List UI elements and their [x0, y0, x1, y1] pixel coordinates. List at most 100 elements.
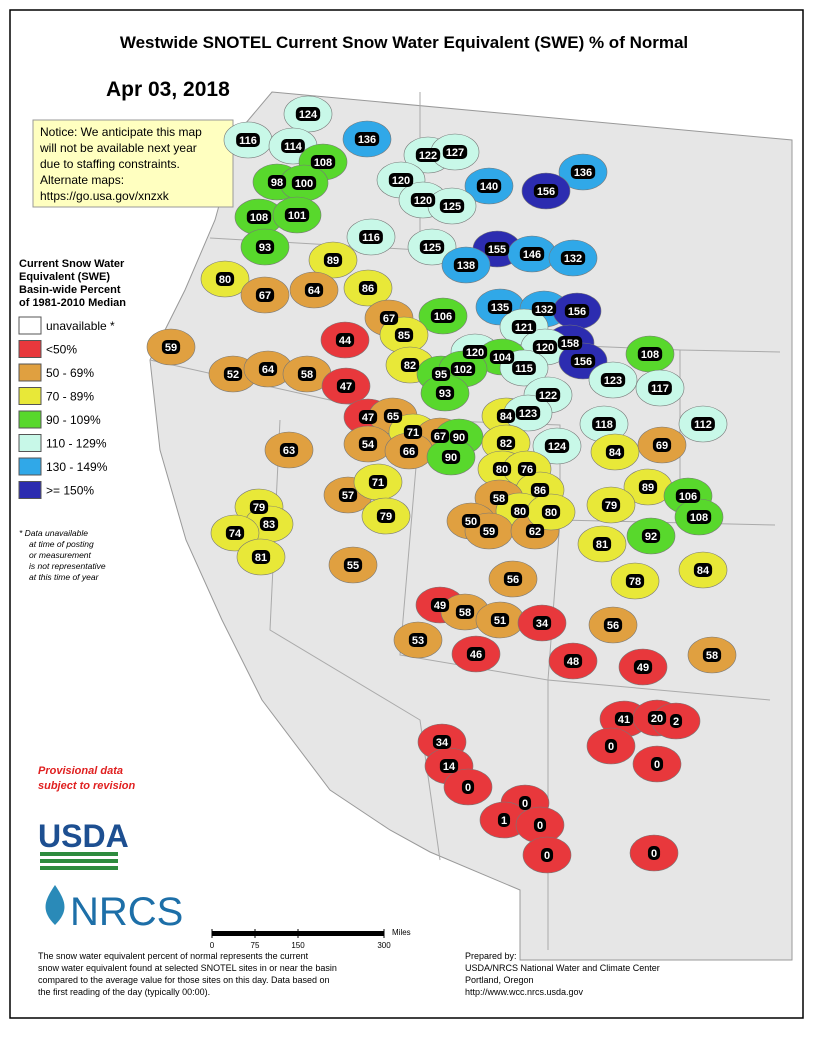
basin-value: 108: [641, 349, 659, 361]
basin-value: 55: [347, 560, 359, 572]
scale-label: 300: [377, 941, 391, 950]
label-bg: [435, 386, 455, 400]
label-bg: [492, 462, 512, 476]
label-bg: [379, 311, 399, 325]
notice-line: https://go.usa.gov/xnzxk: [40, 189, 170, 203]
label-bg: [394, 328, 414, 342]
credits: Prepared by:: [465, 951, 517, 961]
label-bg: [430, 598, 450, 612]
label-bg: [570, 354, 596, 368]
label-bg: [343, 558, 363, 572]
basin-value: 81: [596, 539, 608, 551]
legend-label: 70 - 89%: [46, 390, 94, 404]
basin-value: 49: [637, 662, 649, 674]
date: Apr 03, 2018: [106, 78, 230, 101]
scale-label: 150: [291, 941, 305, 950]
basin-value: 80: [496, 464, 508, 476]
basin-value: 100: [295, 178, 313, 190]
basin-value: 122: [419, 150, 437, 162]
label-bg: [281, 139, 305, 153]
label-bg: [517, 462, 537, 476]
label-bg: [647, 711, 667, 725]
legend-swatch: [18, 340, 42, 358]
basin-value: 82: [404, 360, 416, 372]
label-bg: [388, 173, 414, 187]
legend-swatch: [18, 434, 42, 452]
label-bg: [484, 242, 510, 256]
label-bg: [251, 550, 271, 564]
label-bg: [686, 510, 712, 524]
label-bg: [408, 633, 428, 647]
label-bg: [515, 406, 541, 420]
label-bg: [368, 475, 388, 489]
basin-value: 112: [694, 419, 712, 431]
basin-value: 108: [314, 157, 332, 169]
basin-value: 62: [529, 526, 541, 538]
label-bg: [563, 654, 583, 668]
legend-title: Basin-wide Percent: [19, 284, 121, 296]
basin-value: 82: [500, 438, 512, 450]
basin-value: 59: [483, 526, 495, 538]
basin-value: 54: [362, 439, 375, 451]
basin-value: 125: [423, 242, 441, 254]
footer: The snow water equivalent percent of nor…: [38, 951, 660, 997]
basin-value: 78: [629, 576, 641, 588]
legend-footnote: is not representative: [29, 561, 106, 571]
basin-value: 86: [534, 485, 546, 497]
notice-line: due to staffing constraints.: [40, 157, 180, 171]
credits: USDA/NRCS National Water and Climate Cen…: [465, 963, 660, 973]
basin-value: 64: [262, 364, 275, 376]
label-bg: [323, 253, 343, 267]
footer-note: the first reading of the day (typically …: [38, 987, 210, 997]
basin-value: 84: [500, 411, 513, 423]
label-bg: [560, 251, 586, 265]
legend-swatch: [18, 457, 42, 476]
basin-value: 120: [536, 342, 554, 354]
basin-value: 101: [288, 210, 306, 222]
basin-value: 67: [434, 431, 446, 443]
label-bg: [466, 647, 486, 661]
basin-value: 50: [465, 516, 477, 528]
label-bg: [503, 572, 523, 586]
legend-footnote: * Data unavailable: [19, 528, 88, 538]
label-bg: [525, 524, 545, 538]
basin-value: 56: [507, 574, 519, 586]
label-bg: [531, 302, 557, 316]
label-bg: [410, 193, 436, 207]
label-bg: [258, 362, 278, 376]
label-bg: [419, 240, 445, 254]
basin-value: 85: [398, 330, 410, 342]
basin-value: 58: [706, 650, 718, 662]
basin-value: 0: [465, 782, 471, 794]
basin-value: 106: [679, 491, 697, 503]
label-bg: [641, 529, 661, 543]
basin-value: 84: [609, 447, 622, 459]
basin-value: 138: [457, 260, 475, 272]
label-bg: [511, 320, 537, 334]
label-bg: [541, 505, 561, 519]
label-bg: [432, 735, 452, 749]
label-bg: [533, 818, 547, 832]
label-bg: [215, 272, 235, 286]
basin-value: 120: [392, 175, 410, 187]
basin-value: 120: [414, 195, 432, 207]
basin-value: 118: [595, 419, 613, 431]
label-bg: [614, 712, 634, 726]
label-bg: [535, 388, 561, 402]
label-bg: [476, 179, 502, 193]
label-bg: [431, 367, 451, 381]
label-bg: [400, 358, 420, 372]
label-bg: [439, 759, 459, 773]
label-bg: [637, 347, 663, 361]
basin-value: 1: [501, 815, 507, 827]
label-bg: [530, 483, 550, 497]
basin-value: 108: [250, 212, 268, 224]
basin-value: 0: [537, 820, 543, 832]
label-bg: [650, 757, 664, 771]
label-bg: [693, 563, 713, 577]
basin-value: 158: [561, 338, 579, 350]
basin-value: 0: [522, 798, 528, 810]
basin-value: 83: [263, 519, 275, 531]
basin-value: 127: [446, 147, 464, 159]
